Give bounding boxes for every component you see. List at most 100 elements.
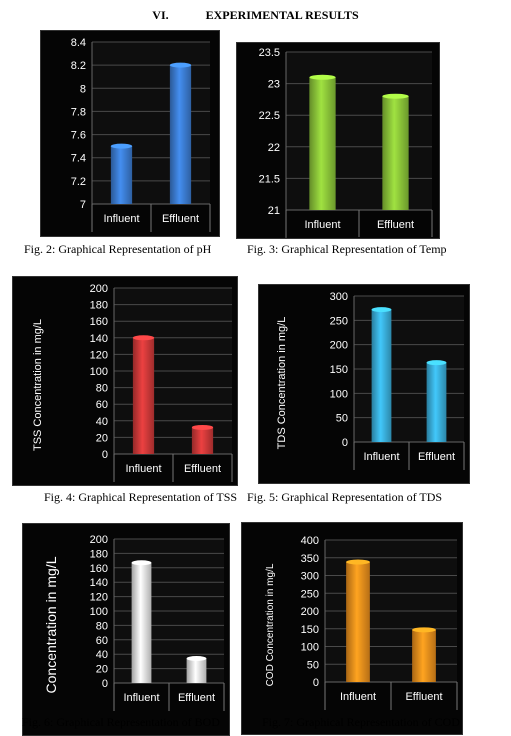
y-tick-label: 60 xyxy=(96,399,108,411)
bar-top xyxy=(371,307,392,313)
y-tick-label: 0 xyxy=(313,677,319,689)
y-tick-label: 150 xyxy=(330,364,348,376)
y-axis-title: Concentration in mg/L xyxy=(43,556,59,693)
y-tick-label: 20 xyxy=(96,432,108,444)
caption-fig6: Fig. 6: Graphical Representation of BOD xyxy=(22,715,220,729)
y-tick-label: 180 xyxy=(90,300,108,312)
y-axis-title: TDS Concentration in mg/L xyxy=(276,317,288,450)
x-tick-label: Effluent xyxy=(377,219,414,231)
bar-top xyxy=(412,627,436,633)
caption-fig7: Fig. 7: Graphical Representation of COD xyxy=(262,715,460,729)
y-tick-label: 150 xyxy=(301,624,319,636)
chart-svg: 0 50 100 150 200 250 300 350 400 Influent Effluent… xyxy=(241,522,463,735)
bar-influent xyxy=(346,562,370,682)
y-tick-label: 180 xyxy=(90,548,108,560)
bar-top xyxy=(110,143,133,149)
bar-effluent xyxy=(382,96,409,210)
bar-effluent xyxy=(191,427,214,454)
y-tick-label: 400 xyxy=(301,535,319,547)
y-tick-label: 21 xyxy=(268,205,280,217)
y-tick-label: 40 xyxy=(96,649,108,661)
x-tick-label: Effluent xyxy=(418,451,455,463)
y-tick-label: 160 xyxy=(90,316,108,328)
bar-top xyxy=(169,62,192,68)
bar-effluent xyxy=(412,629,436,682)
y-tick-label: 7.4 xyxy=(71,153,86,165)
y-tick-label: 20 xyxy=(96,664,108,676)
y-axis-title: COD Concentration in mg/L xyxy=(265,563,276,686)
x-tick-label: Effluent xyxy=(162,213,199,225)
bar-influent xyxy=(371,309,392,442)
caption-fig3: Fig. 3: Graphical Representation of Temp xyxy=(247,242,447,256)
y-tick-label: 8 xyxy=(80,83,86,95)
x-tick-label: Effluent xyxy=(184,463,221,475)
y-tick-label: 22 xyxy=(268,142,280,154)
y-tick-label: 7.6 xyxy=(71,130,86,142)
chart-temp: 21 21.5 22 22.5 23 23.5 Influent Effluent xyxy=(236,42,440,239)
plot-area xyxy=(286,52,432,210)
bar-top xyxy=(346,559,370,565)
y-tick-label: 200 xyxy=(90,283,108,295)
y-tick-label: 200 xyxy=(330,340,348,352)
y-tick-label: 300 xyxy=(330,291,348,303)
y-tick-label: 21.5 xyxy=(259,173,280,185)
section-heading: VI. EXPERIMENTAL RESULTS xyxy=(0,8,511,23)
y-tick-label: 250 xyxy=(301,588,319,600)
caption-fig5: Fig. 5: Graphical Representation of TDS xyxy=(247,490,443,504)
y-tick-label: 250 xyxy=(330,315,348,327)
y-tick-label: 120 xyxy=(90,349,108,361)
y-axis-title: TSS Concentration in mg/L xyxy=(32,319,44,451)
y-tick-label: 80 xyxy=(96,383,108,395)
y-tick-label: 0 xyxy=(342,437,348,449)
y-tick-label: 50 xyxy=(307,659,319,671)
x-tick-label: Influent xyxy=(340,691,376,703)
bar-effluent xyxy=(426,362,447,442)
chart-svg: 0 50 100 150 200 250 300 Influent Effluent TDS Co… xyxy=(258,284,470,484)
x-tick-label: Effluent xyxy=(178,692,215,704)
y-tick-label: 100 xyxy=(330,388,348,400)
bar-top xyxy=(426,360,447,366)
y-tick-label: 50 xyxy=(336,413,348,425)
y-tick-label: 120 xyxy=(90,592,108,604)
y-tick-label: 300 xyxy=(301,571,319,583)
bar-top xyxy=(186,656,207,662)
y-tick-label: 8.2 xyxy=(71,60,86,72)
bar-influent xyxy=(309,77,336,210)
bar-top xyxy=(382,93,409,99)
chart-svg: 7 7.2 7.4 7.6 7.8 8 8.2 8.4 Influent Effluent xyxy=(40,30,220,237)
y-tick-label: 100 xyxy=(90,366,108,378)
chart-tss: 0 20 40 60 80 100 120 140 160 180 200 Influent Efflu… xyxy=(12,276,238,486)
x-tick-label: Influent xyxy=(123,692,159,704)
section-number: VI. xyxy=(152,8,169,22)
bar-effluent xyxy=(186,658,207,683)
bar-effluent xyxy=(169,65,192,204)
y-tick-label: 23 xyxy=(268,79,280,91)
section-title: EXPERIMENTAL RESULTS xyxy=(205,8,359,22)
y-tick-label: 0 xyxy=(102,449,108,461)
chart-svg: 21 21.5 22 22.5 23 23.5 Influent Effluent xyxy=(236,42,440,239)
chart-tds: 0 50 100 150 200 250 300 Influent Effluent TDS Co… xyxy=(258,284,470,484)
plot-area xyxy=(92,42,210,204)
x-tick-label: Influent xyxy=(363,451,399,463)
chart-ph: 7 7.2 7.4 7.6 7.8 8 8.2 8.4 Influent Effluent xyxy=(40,30,220,237)
y-tick-label: 7 xyxy=(80,199,86,211)
bar-top xyxy=(309,74,336,80)
caption-fig4: Fig. 4: Graphical Representation of TSS xyxy=(44,490,238,504)
y-tick-label: 140 xyxy=(90,577,108,589)
y-tick-label: 23.5 xyxy=(259,47,280,59)
bar-influent xyxy=(131,562,152,683)
bar-influent xyxy=(110,146,133,204)
chart-svg: 0 20 40 60 80 100 120 140 160 180 200 Influent Efflu… xyxy=(22,523,230,736)
y-tick-label: 80 xyxy=(96,620,108,632)
x-tick-label: Influent xyxy=(125,463,161,475)
y-tick-label: 160 xyxy=(90,563,108,575)
chart-svg: 0 20 40 60 80 100 120 140 160 180 200 Influent Efflu… xyxy=(12,276,238,486)
y-tick-label: 200 xyxy=(90,534,108,546)
y-tick-label: 22.5 xyxy=(259,110,280,122)
chart-cod: 0 50 100 150 200 250 300 350 400 Influent Effluent… xyxy=(241,522,463,735)
y-tick-label: 140 xyxy=(90,333,108,345)
caption-fig2: Fig. 2: Graphical Representation of pH xyxy=(24,242,212,256)
y-tick-label: 350 xyxy=(301,553,319,565)
bar-influent xyxy=(132,337,155,454)
bar-top xyxy=(191,424,214,430)
